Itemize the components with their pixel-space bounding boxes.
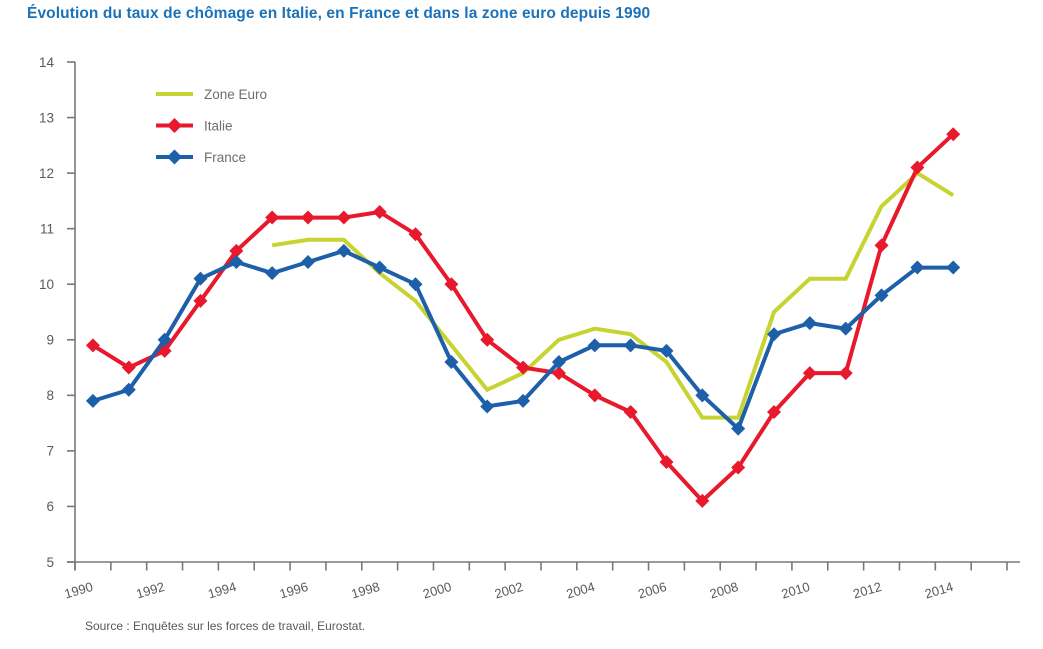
series-point-france [372, 260, 387, 275]
x-tick-label: 1998 [349, 579, 381, 602]
series-point-italie [838, 366, 853, 381]
x-tick-label: 2000 [421, 579, 453, 602]
series-point-france [85, 393, 100, 408]
series-point-france [946, 260, 961, 275]
series-point-france [767, 327, 781, 342]
y-tick-label: 9 [46, 333, 54, 348]
series-point-italie [731, 460, 746, 475]
series-point-france [874, 288, 889, 303]
y-tick-label: 10 [39, 277, 54, 292]
y-tick-label: 13 [39, 110, 54, 125]
legend-marker-france [167, 149, 182, 165]
legend-marker-italie [167, 118, 182, 133]
series-point-france [516, 393, 531, 408]
series-point-italie [336, 210, 351, 225]
series-point-italie [265, 210, 280, 225]
y-tick-label: 12 [39, 166, 54, 181]
x-tick-label: 2006 [636, 579, 668, 602]
series-point-italie [85, 338, 100, 353]
series-point-italie [623, 405, 638, 419]
series-point-italie [516, 360, 531, 375]
legend-label-italie: Italie [204, 118, 233, 133]
series-point-italie [874, 238, 889, 253]
x-tick-label: 2010 [780, 579, 812, 602]
series-point-italie [121, 360, 136, 375]
x-tick-label: 2008 [708, 579, 740, 602]
y-tick-label: 5 [46, 555, 54, 570]
x-tick-label: 1990 [63, 579, 95, 602]
y-tick-label: 6 [46, 499, 54, 514]
series-line-zone-euro [271, 170, 955, 420]
x-tick-label: 1996 [278, 579, 310, 602]
series-point-france [731, 421, 746, 436]
series-point-italie [444, 277, 459, 292]
series-point-france [623, 338, 638, 353]
series-point-italie [910, 160, 925, 175]
series-point-france [444, 355, 459, 369]
x-tick-label: 2012 [851, 579, 883, 602]
series-point-france [408, 277, 423, 292]
y-tick-label: 14 [39, 55, 55, 70]
x-tick-label: 1992 [134, 579, 166, 602]
series-point-italie [301, 210, 315, 225]
series-point-italie [802, 366, 817, 381]
series-point-italie [946, 127, 961, 142]
legend-label-zone-euro: Zone Euro [204, 87, 267, 102]
series-point-italie [408, 227, 423, 242]
y-tick-label: 8 [46, 388, 54, 403]
series-point-france [802, 316, 817, 331]
series-point-france [910, 260, 925, 275]
series-point-italie [193, 293, 208, 308]
series-point-france [121, 382, 136, 397]
x-tick-label: 2002 [493, 579, 525, 602]
series-point-france [193, 271, 208, 286]
source-note: Source : Enquêtes sur les forces de trav… [85, 619, 366, 633]
series-point-italie [229, 243, 244, 258]
series-point-france [265, 266, 280, 281]
series-point-france [157, 332, 172, 347]
series-point-italie [372, 205, 387, 219]
series-point-italie [767, 405, 781, 419]
series-point-italie [695, 493, 710, 508]
y-tick-label: 7 [46, 444, 54, 459]
series-point-france [480, 399, 495, 414]
series-point-france [551, 355, 566, 369]
chart-title: Évolution du taux de chômage en Italie, … [27, 5, 651, 22]
series-point-france [838, 321, 853, 336]
series-point-france [336, 243, 351, 258]
x-tick-label: 1994 [206, 579, 238, 602]
series-point-france [301, 255, 315, 269]
series-point-italie [480, 332, 495, 347]
y-tick-label: 11 [40, 221, 54, 236]
series-point-france [229, 255, 244, 269]
series-point-france [659, 343, 674, 358]
x-tick-label: 2004 [565, 579, 597, 602]
x-tick-label: 2014 [923, 579, 955, 602]
series-point-italie [551, 366, 566, 381]
series-point-france [695, 388, 710, 403]
series-point-italie [659, 455, 674, 469]
legend-label-france: France [204, 150, 246, 165]
series-line-italie [91, 132, 955, 504]
series-point-france [587, 338, 602, 353]
series-point-italie [587, 388, 602, 403]
